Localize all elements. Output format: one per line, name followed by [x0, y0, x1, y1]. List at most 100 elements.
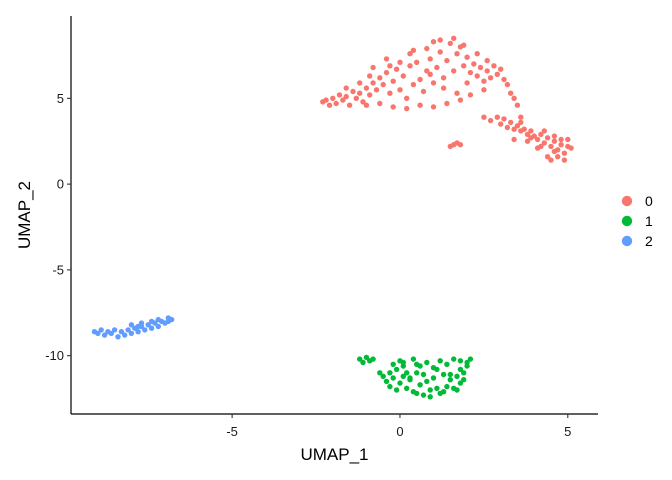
cluster-0-point — [511, 126, 517, 132]
cluster-1-point — [414, 390, 420, 397]
cluster-0-point — [454, 90, 460, 96]
cluster-0-point — [387, 63, 393, 69]
cluster-0-point — [397, 59, 403, 65]
cluster-1-point — [447, 377, 453, 383]
cluster-0-point — [484, 57, 490, 64]
cluster-0-point — [481, 114, 487, 120]
cluster-0-point — [404, 105, 410, 112]
cluster-0-point — [387, 90, 393, 96]
cluster-0-point — [417, 102, 423, 108]
cluster-0-point — [565, 136, 571, 143]
cluster-1-point — [390, 361, 396, 367]
cluster-0-point — [474, 51, 480, 57]
cluster-1-point — [437, 358, 443, 364]
cluster-0-point — [440, 75, 447, 81]
cluster-0-point — [434, 64, 440, 71]
cluster-1-point — [447, 371, 453, 378]
y-tick-label: 5 — [57, 91, 64, 106]
cluster-0-point — [393, 66, 400, 72]
cluster-1-point — [404, 385, 410, 391]
cluster-0-point — [541, 140, 547, 146]
cluster-0-point — [360, 99, 366, 105]
cluster-2-point — [155, 316, 161, 323]
cluster-0-point — [444, 100, 450, 107]
cluster-0-point — [511, 95, 517, 102]
cluster-1-point — [417, 382, 423, 388]
legend-label-1: 1 — [645, 213, 653, 229]
cluster-0-point — [561, 157, 568, 163]
cluster-1-point — [400, 373, 406, 379]
cluster-1-point — [363, 354, 370, 361]
y-tick-label: -5 — [52, 262, 64, 277]
cluster-1-point — [454, 387, 460, 393]
cluster-1-point — [404, 370, 410, 376]
cluster-0-point — [430, 39, 437, 45]
cluster-1-point — [424, 378, 430, 385]
cluster-2-point — [115, 334, 121, 340]
cluster-0-point — [427, 71, 433, 78]
cluster-0-point — [414, 59, 420, 65]
cluster-0-point — [508, 90, 514, 96]
cluster-1-point — [444, 361, 450, 367]
cluster-0-point — [461, 63, 467, 69]
cluster-0-point — [461, 42, 467, 48]
y-axis-ticks: -10 -5 0 5 — [45, 91, 71, 363]
cluster-0-point — [501, 116, 507, 122]
cluster-0-point — [404, 95, 410, 102]
cluster-1-point — [457, 366, 464, 373]
cluster-1-point — [430, 375, 437, 381]
x-tick-label: -5 — [226, 424, 238, 439]
cluster-0-point — [471, 61, 477, 67]
cluster-1-point — [440, 371, 447, 378]
cluster-1-point — [393, 387, 400, 393]
plot-panel: -5 0 5 -10 -5 0 5 — [45, 16, 598, 439]
cluster-0-point — [481, 87, 487, 93]
x-axis-title: UMAP_1 — [300, 445, 368, 464]
cluster-0-point — [504, 124, 511, 131]
cluster-1-point — [467, 356, 474, 362]
cluster-0-point — [326, 102, 333, 108]
cluster-1-point — [440, 389, 447, 395]
cluster-0-point — [494, 114, 500, 120]
cluster-1-point — [444, 383, 450, 390]
cluster-0-point — [481, 78, 487, 84]
cluster-1-point — [357, 356, 363, 362]
cluster-0-point — [410, 47, 417, 53]
cluster-0-point — [498, 121, 504, 127]
cluster-1-point — [454, 373, 460, 379]
cluster-0-point — [363, 85, 370, 91]
cluster-2-point — [142, 327, 148, 333]
cluster-0-point — [410, 81, 417, 88]
cluster-0-point — [534, 136, 541, 143]
cluster-2-point — [138, 320, 145, 326]
cluster-0-point — [397, 87, 403, 93]
cluster-0-point — [400, 73, 406, 79]
cluster-2-point — [135, 329, 141, 335]
cluster-0-point — [370, 80, 376, 86]
cluster-1-point — [464, 363, 470, 369]
cluster-2-point — [135, 323, 141, 330]
cluster-0-point — [346, 102, 353, 108]
cluster-0-point — [454, 51, 460, 57]
points-layer — [91, 35, 574, 400]
cluster-0-point — [350, 88, 356, 95]
cluster-0-point — [457, 142, 464, 148]
cluster-0-point — [544, 154, 551, 160]
cluster-0-point — [451, 68, 457, 74]
cluster-0-point — [501, 76, 507, 83]
cluster-0-point — [373, 87, 380, 93]
cluster-0-point — [528, 128, 534, 134]
cluster-2-point — [128, 330, 135, 337]
cluster-0-point — [504, 81, 511, 88]
cluster-2-point — [128, 322, 135, 328]
cluster-0-point — [407, 51, 413, 57]
cluster-0-point — [551, 138, 558, 144]
cluster-1-point — [383, 378, 390, 385]
cluster-0-point — [484, 68, 490, 74]
cluster-0-point — [357, 80, 363, 86]
cluster-0-point — [390, 78, 396, 84]
cluster-0-point — [383, 56, 390, 62]
cluster-1-point — [390, 375, 396, 381]
cluster-0-point — [487, 75, 494, 81]
cluster-0-point — [437, 49, 443, 55]
